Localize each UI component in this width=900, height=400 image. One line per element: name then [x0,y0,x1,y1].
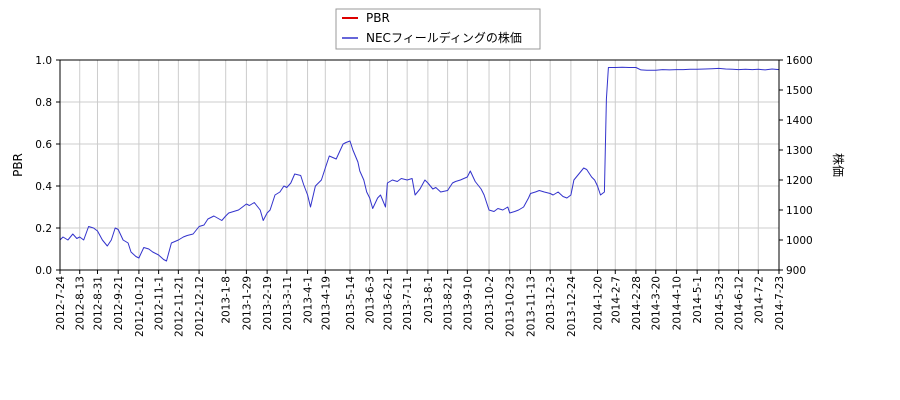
x-tick-label: 2013-8-1 [423,276,435,324]
y-tick-label-right: 1500 [786,85,813,97]
x-tick-label: 2013-2-19 [262,276,274,330]
x-tick-label: 2014-7-23 [774,276,786,330]
x-tick-label: 2014-4-10 [671,276,683,330]
x-tick-label: 2012-12-12 [194,276,206,337]
x-tick-label: 2013-12-24 [566,276,578,337]
x-tick-label: 2012-11-21 [173,276,185,337]
legend-label-stock: NECフィールディングの株価 [366,30,522,45]
x-tick-label: 2012-11-1 [154,276,166,330]
series-line-stock-price [59,66,780,262]
x-tick-label: 2013-3-11 [282,276,294,330]
x-tick-label: 2014-7-2 [753,276,765,324]
y-tick-label-right: 900 [786,265,806,277]
y-tick-label-right: 1000 [786,235,813,247]
x-tick-label: 2013-9-10 [462,276,474,330]
x-tick-label: 2013-7-11 [402,276,414,330]
y-tick-label-right: 1600 [786,55,813,67]
y-tick-label-right: 1200 [786,175,813,187]
x-tick-label: 2012-10-12 [134,276,146,337]
x-tick-label: 2013-6-3 [365,276,377,324]
x-tick-label: 2014-3-20 [651,276,663,330]
y-tick-label-left: 0.4 [35,181,52,193]
x-tick-label: 2013-4-19 [320,276,332,330]
y-tick-label-left: 0.8 [35,97,52,109]
plot-frame [59,59,780,271]
x-tick-label: 2012-7-24 [55,276,67,331]
grid [59,59,780,271]
y-tick-label-right: 1100 [786,205,813,217]
x-tick-label: 2013-5-14 [345,276,357,331]
x-tick-label: 2013-10-2 [484,276,496,330]
y-tick-label-left: 0.6 [35,139,52,151]
y-axis-label-right: 株価 [831,153,846,177]
x-tick-label: 2013-8-21 [443,276,455,330]
x-tick-label: 2014-5-1 [692,276,704,324]
legend: PBR NECフィールディングの株価 [335,8,541,50]
x-tick-label: 2014-1-20 [593,276,605,330]
y-tick-label-right: 1300 [786,145,813,157]
x-tick-label: 2013-10-23 [505,276,517,337]
x-tick-label: 2014-2-28 [631,276,643,330]
x-tick-label: 2013-6-21 [382,276,394,330]
x-tick-label: 2012-9-21 [113,276,125,330]
y-axis-label-left: PBR [11,153,25,177]
x-tick-label: 2013-11-13 [525,276,537,337]
x-tick-label: 2013-12-3 [545,276,557,330]
y-tick-label-left: 0.2 [35,223,52,235]
x-tick-label: 2014-2-7 [610,276,622,324]
x-tick-label: 2013-1-8 [221,276,233,324]
y-tick-label-right: 1400 [786,115,813,127]
series-layer [59,66,780,262]
x-tick-label: 2012-8-31 [92,276,104,330]
x-tick-label: 2012-8-13 [75,276,87,330]
y-tick-label-left: 1.0 [35,55,52,67]
right-axis: 900 1000 1100 1200 1300 1400 1500 1600 [779,55,813,277]
legend-box [335,8,541,50]
x-tick-label: 2014-5-23 [714,276,726,330]
x-tick-label: 2013-1-29 [241,276,253,330]
y-tick-label-left: 0.0 [35,265,52,277]
left-axis: 0.0 0.2 0.4 0.6 0.8 1.0 [35,55,60,277]
legend-label-pbr: PBR [366,11,390,25]
x-tick-label: 2014-6-12 [734,276,746,330]
x-axis: 2012-7-24 2012-8-13 2012-8-31 2012-9-21 2012… [55,270,786,337]
x-tick-label: 2013-4-1 [303,276,315,324]
